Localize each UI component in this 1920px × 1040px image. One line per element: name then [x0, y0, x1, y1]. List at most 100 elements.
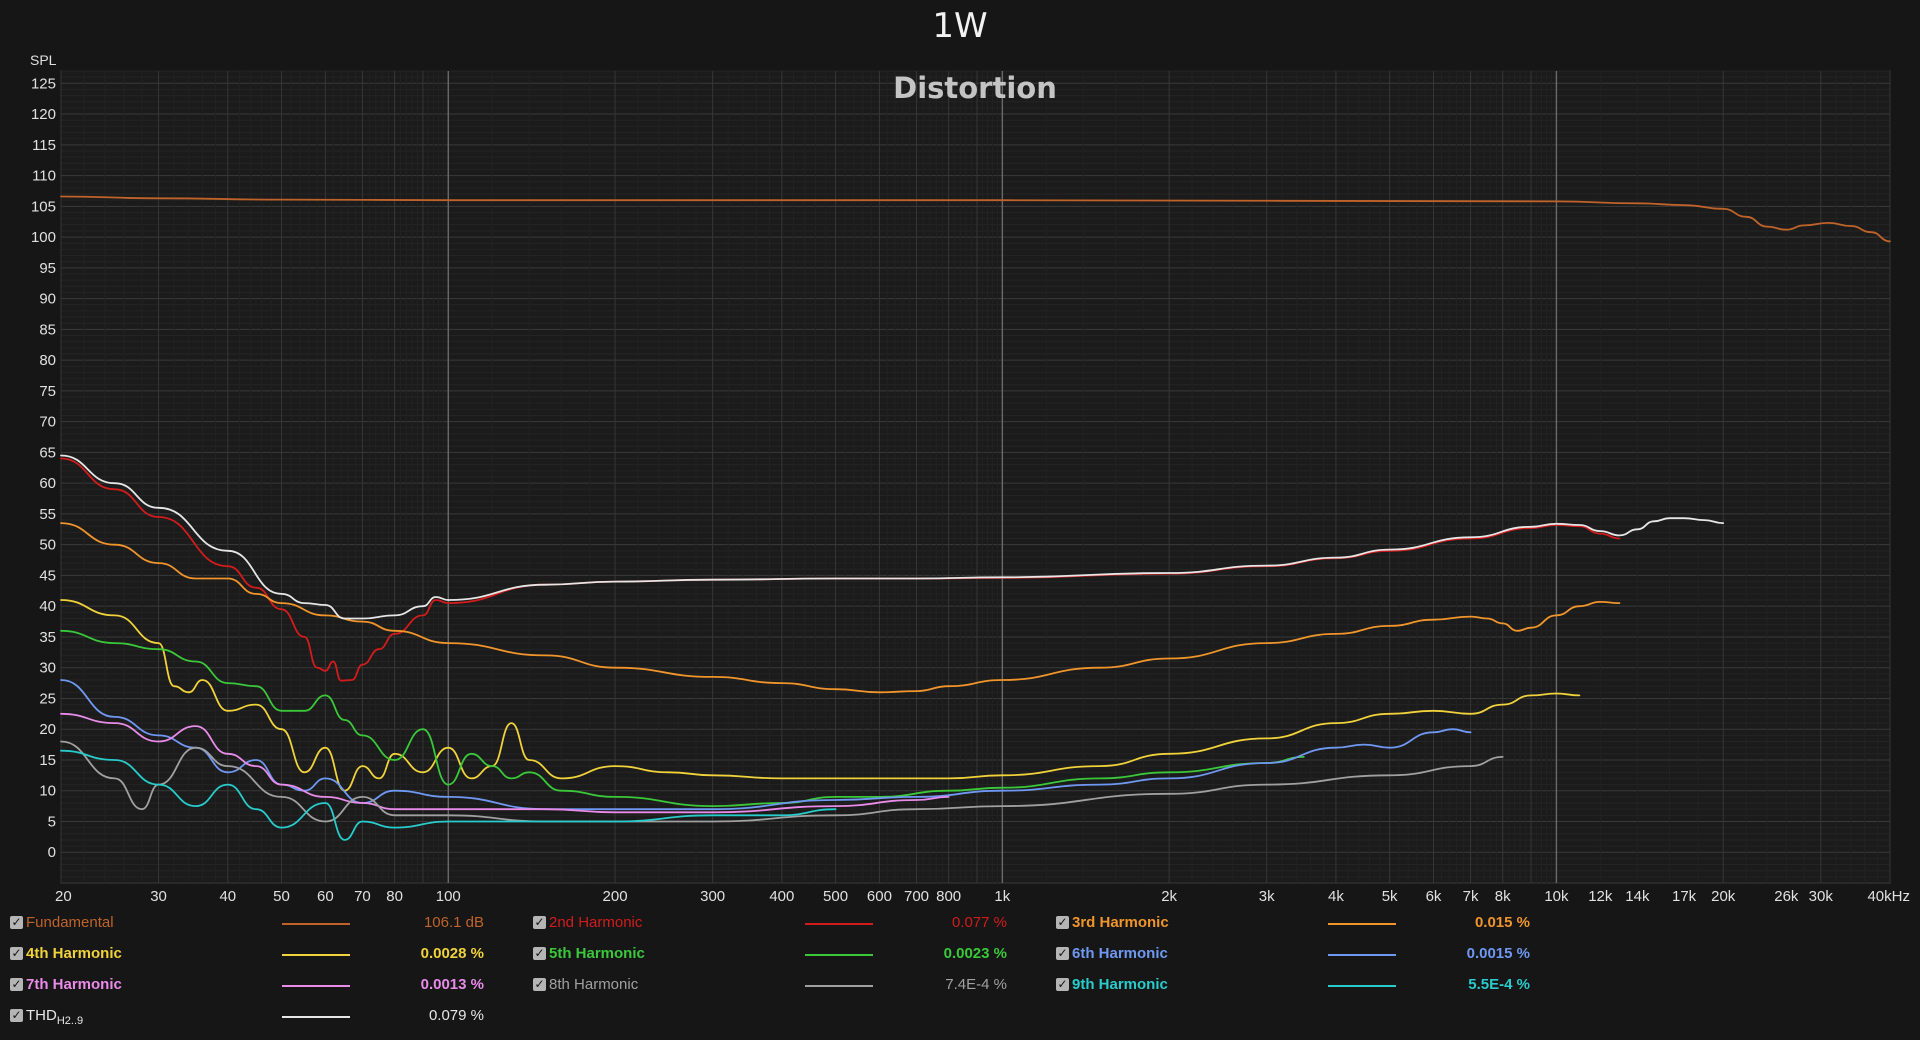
legend-label-text: 2nd Harmonic: [549, 914, 643, 931]
x-tick-label: 6k: [1426, 888, 1442, 905]
x-tick-label: 8k: [1495, 888, 1511, 905]
x-tick-label: 4k: [1328, 888, 1344, 905]
x-tick-label: 80: [386, 888, 403, 905]
y-tick-labels: 1251201151101051009590858075706560555045…: [31, 75, 56, 861]
series-line-3rd-harmonic: [60, 522, 1621, 694]
legend-label-text: 6th Harmonic: [1072, 945, 1168, 962]
x-tick-label: 600: [867, 888, 892, 905]
legend-label: 7th Harmonic: [26, 976, 122, 993]
legend-swatch: [282, 923, 350, 925]
y-tick-label: 100: [31, 229, 56, 246]
legend-checkbox-4th-harmonic[interactable]: ✓: [10, 946, 23, 960]
y-tick-label: 120: [31, 106, 56, 123]
legend-checkbox-3rd-harmonic[interactable]: ✓: [1056, 915, 1069, 929]
legend-value: 106.1 dB: [423, 914, 484, 931]
legend-label: Fundamental: [26, 914, 114, 931]
y-tick-label: 5: [48, 813, 56, 830]
x-tick-label: 7k: [1463, 888, 1479, 905]
legend-value: 0.0013 %: [420, 976, 484, 993]
legend-checkbox-2nd-harmonic[interactable]: ✓: [533, 915, 546, 929]
legend-checkbox-5th-harmonic[interactable]: ✓: [533, 946, 546, 960]
legend-checkbox-8th-harmonic[interactable]: ✓: [533, 977, 546, 991]
x-tick-label: 400: [769, 888, 794, 905]
x-tick-label: 10k: [1544, 888, 1569, 905]
legend-label-subscript: H2..9: [56, 1015, 84, 1027]
legend-value: 0.077 %: [951, 914, 1007, 931]
legend-swatch: [282, 1016, 350, 1018]
legend-checkbox-thd[interactable]: ✓: [10, 1008, 23, 1022]
legend-item-fundamental: ✓ Fundamental 106.1 dB: [0, 908, 500, 938]
legend-label-text: 7th Harmonic: [26, 976, 122, 993]
y-tick-label: 15: [39, 752, 56, 769]
legend-label-text: 3rd Harmonic: [1072, 914, 1169, 931]
legend-checkbox-9th-harmonic[interactable]: ✓: [1056, 977, 1069, 991]
distortion-chart: 1251201151101051009590858075706560555045…: [30, 52, 1910, 905]
y-tick-label: 35: [39, 629, 56, 646]
legend-swatch: [805, 985, 873, 987]
legend-checkbox-7th-harmonic[interactable]: ✓: [10, 977, 23, 991]
legend-value: 0.079 %: [428, 1007, 484, 1024]
series-line-thd: [60, 454, 1725, 620]
y-tick-label: 125: [31, 75, 56, 92]
x-tick-label: 500: [823, 888, 848, 905]
series-line-fundamental: [60, 195, 1891, 243]
legend-item-6th-harmonic: ✓ 6th Harmonic 0.0015 %: [1046, 939, 1546, 969]
x-tick-label: 300: [700, 888, 725, 905]
legend-label: 9th Harmonic: [1072, 976, 1168, 993]
y-tick-label: 30: [39, 660, 56, 677]
legend-label: 3rd Harmonic: [1072, 914, 1169, 931]
legend-checkbox-fundamental[interactable]: ✓: [10, 915, 23, 929]
x-tick-labels: 20 30 40 50 60 70 80 100 200 300 400 500 600 700 800 1k…: [55, 888, 1910, 905]
y-tick-label: 10: [39, 783, 56, 800]
legend-swatch: [805, 954, 873, 956]
legend-value: 0.015 %: [1474, 914, 1530, 931]
legend-checkbox-6th-harmonic[interactable]: ✓: [1056, 946, 1069, 960]
x-tick-label: 12k: [1588, 888, 1613, 905]
x-tick-label: 5k: [1382, 888, 1398, 905]
legend-swatch: [1328, 985, 1396, 987]
legend-swatch: [1328, 954, 1396, 956]
x-tick-label: 20: [55, 888, 72, 905]
y-tick-label: 105: [31, 198, 56, 215]
x-tick-label: 14k: [1625, 888, 1650, 905]
series-line-5th-harmonic: [60, 629, 1305, 807]
x-tick-label: 2k: [1161, 888, 1177, 905]
x-tick-label: 17k: [1672, 888, 1697, 905]
series-lines: [60, 195, 1891, 841]
legend-item-9th-harmonic: ✓ 9th Harmonic 5.5E-4 %: [1046, 970, 1546, 1000]
legend-label-text: 4th Harmonic: [26, 945, 122, 962]
legend-label: 2nd Harmonic: [549, 914, 642, 931]
y-tick-label: 55: [39, 506, 56, 523]
series-line-6th-harmonic: [60, 679, 1472, 811]
legend-item-4th-harmonic: ✓ 4th Harmonic 0.0028 %: [0, 939, 500, 969]
legend-label-text: 8th Harmonic: [549, 976, 639, 993]
y-tick-label: 95: [39, 260, 56, 277]
legend-value: 0.0028 %: [420, 945, 484, 962]
y-tick-label: 80: [39, 352, 56, 369]
y-tick-label: 85: [39, 321, 56, 338]
x-tick-label: 50: [273, 888, 290, 905]
y-tick-label: 70: [39, 414, 56, 431]
legend-swatch: [805, 923, 873, 925]
legend-label: 8th Harmonic: [549, 976, 638, 993]
legend-value: 7.4E-4 %: [945, 976, 1007, 993]
y-tick-label: 20: [39, 721, 56, 738]
x-tick-label: 30k: [1809, 888, 1834, 905]
legend-item-8th-harmonic: ✓ 8th Harmonic 7.4E-4 %: [523, 970, 1023, 1000]
grid: [60, 70, 1891, 884]
series-line-4th-harmonic: [60, 599, 1581, 792]
x-tick-label: 1k: [994, 888, 1010, 905]
legend: ✓ Fundamental 106.1 dB ✓ 2nd Harmonic 0.077 %…: [0, 908, 1920, 1038]
legend-item-thd: ✓ THDH2..9 0.079 %: [0, 1001, 500, 1031]
legend-label-text: 5th Harmonic: [549, 945, 645, 962]
x-tick-label: 40: [219, 888, 236, 905]
x-tick-label: 800: [936, 888, 961, 905]
y-tick-label: 60: [39, 475, 56, 492]
legend-label: 6th Harmonic: [1072, 945, 1168, 962]
legend-label-text: 9th Harmonic: [1072, 976, 1168, 993]
y-tick-label: 90: [39, 291, 56, 308]
legend-swatch: [282, 954, 350, 956]
legend-swatch: [282, 985, 350, 987]
legend-value: 0.0015 %: [1466, 945, 1530, 962]
legend-label-text: Fundamental: [26, 914, 114, 931]
